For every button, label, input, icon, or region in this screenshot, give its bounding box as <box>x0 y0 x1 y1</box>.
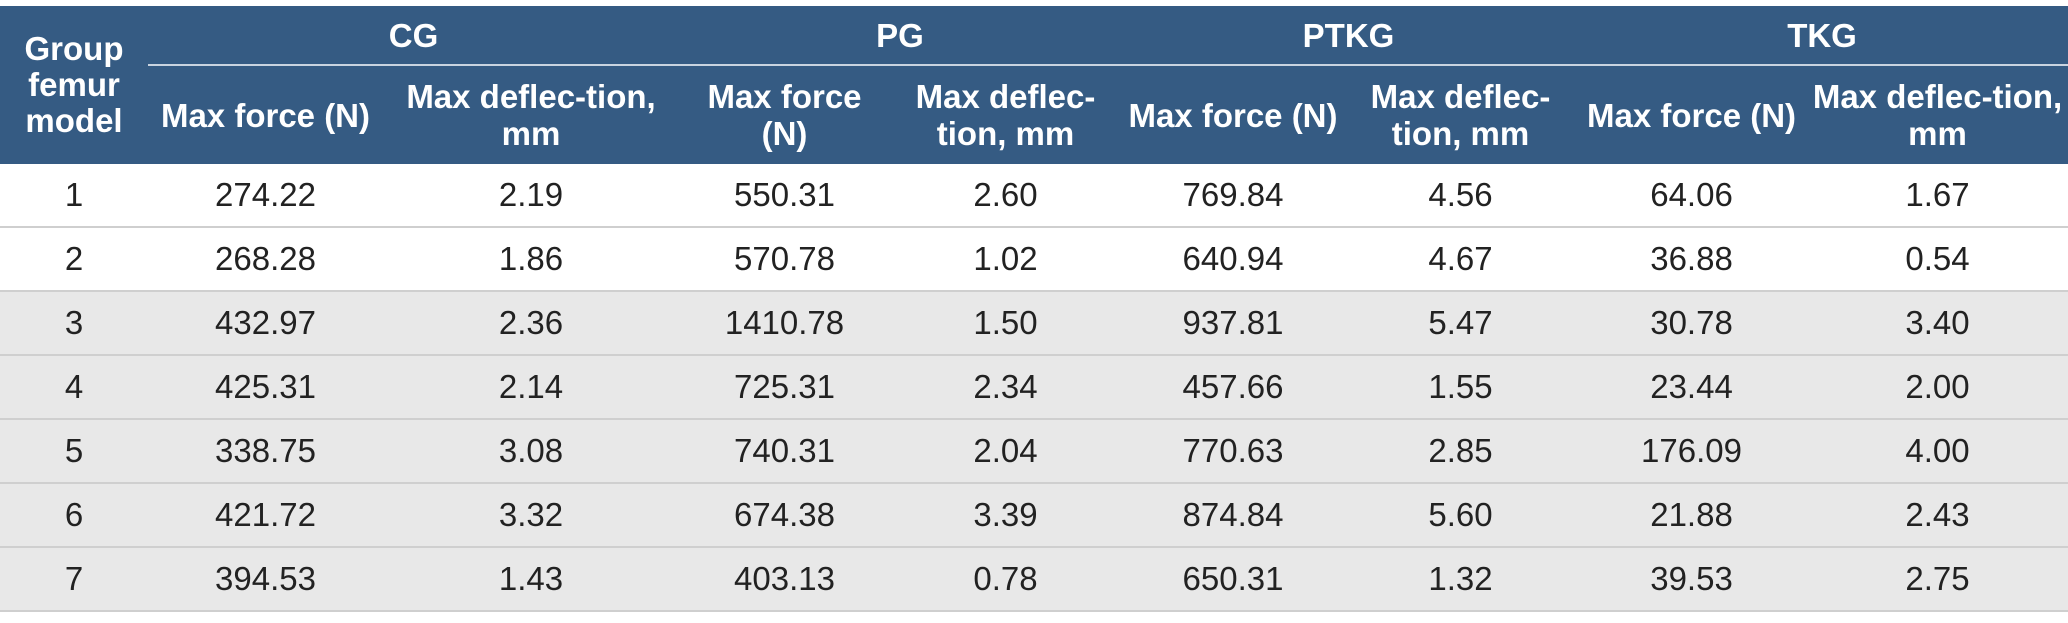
cell: 23.44 <box>1576 355 1808 420</box>
column-header: Max force (N) <box>1121 65 1345 164</box>
row-label: 4 <box>0 355 148 420</box>
group-header: CG <box>148 6 679 66</box>
cell: 3.32 <box>383 483 679 548</box>
cell: 2.85 <box>1345 419 1577 484</box>
cell: 3.08 <box>383 419 679 484</box>
column-header: Max deflec-tion, mm <box>890 65 1121 164</box>
cell: 2.43 <box>1807 483 2068 548</box>
cell: 2.60 <box>890 164 1121 228</box>
cell: 2.00 <box>1807 355 2068 420</box>
cell: 394.53 <box>148 547 383 612</box>
cell: 740.31 <box>679 419 890 484</box>
group-label: Group femur model <box>0 6 148 164</box>
column-header: Max deflec-tion, mm <box>383 65 679 164</box>
cell: 770.63 <box>1121 419 1345 484</box>
cell: 338.75 <box>148 419 383 484</box>
cell: 0.54 <box>1807 227 2068 292</box>
group-header: PG <box>679 6 1121 66</box>
cell: 0.78 <box>890 547 1121 612</box>
cell: 674.38 <box>679 483 890 548</box>
group-header: TKG <box>1576 6 2068 66</box>
table-header: Group femur model CG PG PTKG TKG Max force … <box>0 6 2068 164</box>
cell: 1.02 <box>890 227 1121 292</box>
table-row: 3 432.97 2.36 1410.78 1.50 937.81 5.47 30.78 3.4… <box>0 291 2068 356</box>
table-row: 5 338.75 3.08 740.31 2.04 770.63 2.85 176.09 4.0… <box>0 419 2068 484</box>
cell: 4.67 <box>1345 227 1577 292</box>
cell: 1.67 <box>1807 164 2068 228</box>
column-header: Max force (N) <box>1576 65 1808 164</box>
cell: 64.06 <box>1576 164 1808 228</box>
row-label: 7 <box>0 547 148 612</box>
cell: 640.94 <box>1121 227 1345 292</box>
cell: 874.84 <box>1121 483 1345 548</box>
cell: 1.32 <box>1345 547 1577 612</box>
page: Group femur model CG PG PTKG TKG Max force … <box>0 6 2068 623</box>
table-body: 1 274.22 2.19 550.31 2.60 769.84 4.56 64.06 1.67… <box>0 164 2068 612</box>
column-header: Max force (N) <box>148 65 383 164</box>
cell: 1.50 <box>890 291 1121 356</box>
cell: 937.81 <box>1121 291 1345 356</box>
row-label: 3 <box>0 291 148 356</box>
group-header-row: Group femur model CG PG PTKG TKG <box>0 6 2068 164</box>
row-label: 6 <box>0 483 148 548</box>
table-row: 2 268.28 1.86 570.78 1.02 640.94 4.67 36.88 0.54 <box>0 227 2068 292</box>
row-label: 5 <box>0 419 148 484</box>
cell: 769.84 <box>1121 164 1345 228</box>
cell: 2.34 <box>890 355 1121 420</box>
cell: 570.78 <box>679 227 890 292</box>
data-table: Group femur model CG PG PTKG TKG Max force … <box>0 6 2068 612</box>
column-header: Max force (N) <box>679 65 890 164</box>
cell: 1.86 <box>383 227 679 292</box>
row-label: 2 <box>0 227 148 292</box>
cell: 550.31 <box>679 164 890 228</box>
cell: 36.88 <box>1576 227 1808 292</box>
cell: 2.14 <box>383 355 679 420</box>
cell: 4.56 <box>1345 164 1577 228</box>
row-label: 1 <box>0 164 148 228</box>
cell: 2.19 <box>383 164 679 228</box>
cell: 1410.78 <box>679 291 890 356</box>
cell: 268.28 <box>148 227 383 292</box>
cell: 650.31 <box>1121 547 1345 612</box>
cell: 2.36 <box>383 291 679 356</box>
cell: 176.09 <box>1576 419 1808 484</box>
cell: 1.43 <box>383 547 679 612</box>
column-header: Max deflec-tion, mm <box>1345 65 1577 164</box>
cell: 39.53 <box>1576 547 1808 612</box>
cell: 2.04 <box>890 419 1121 484</box>
cell: 21.88 <box>1576 483 1808 548</box>
cell: 725.31 <box>679 355 890 420</box>
cell: 2.75 <box>1807 547 2068 612</box>
cell: 432.97 <box>148 291 383 356</box>
subheader-row: Max force (N) Max deflec-tion, mm Max forc… <box>0 65 2068 164</box>
cell: 457.66 <box>1121 355 1345 420</box>
table-row: 1 274.22 2.19 550.31 2.60 769.84 4.56 64.06 1.67 <box>0 164 2068 228</box>
cell: 5.60 <box>1345 483 1577 548</box>
cell: 403.13 <box>679 547 890 612</box>
cell: 425.31 <box>148 355 383 420</box>
cell: 3.39 <box>890 483 1121 548</box>
group-header: PTKG <box>1121 6 1577 66</box>
table-row: 6 421.72 3.32 674.38 3.39 874.84 5.60 21.88 2.43 <box>0 483 2068 548</box>
column-header: Max deflec-tion, mm <box>1807 65 2068 164</box>
cell: 274.22 <box>148 164 383 228</box>
cell: 5.47 <box>1345 291 1577 356</box>
cell: 30.78 <box>1576 291 1808 356</box>
cell: 3.40 <box>1807 291 2068 356</box>
table-row: 7 394.53 1.43 403.13 0.78 650.31 1.32 39.53 2.75 <box>0 547 2068 612</box>
cell: 421.72 <box>148 483 383 548</box>
cell: 1.55 <box>1345 355 1577 420</box>
table-row: 4 425.31 2.14 725.31 2.34 457.66 1.55 23.44 2.00 <box>0 355 2068 420</box>
cell: 4.00 <box>1807 419 2068 484</box>
